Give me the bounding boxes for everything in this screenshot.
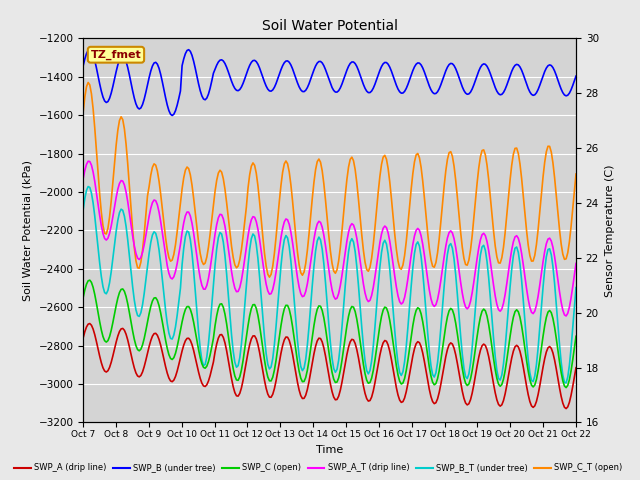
SWP_A_T (drip line) [563, 313, 570, 319]
SWP_C (open) [86, 277, 93, 283]
SWP_A (drip line) [79, 335, 87, 341]
SWP_A (drip line) [372, 371, 380, 376]
SWP_C (open) [497, 384, 504, 389]
SWP_A_T (drip line) [383, 225, 390, 230]
SWP_C (open) [383, 305, 390, 311]
SWP_A (drip line) [527, 403, 535, 409]
SWP_C_T (open) [79, 109, 87, 115]
SWP_C (open) [563, 385, 570, 391]
SWP_A_T (drip line) [372, 263, 380, 268]
SWP_A (drip line) [497, 403, 504, 409]
SWP_B (under tree) [79, 63, 87, 69]
SWP_C_T (open) [266, 274, 273, 280]
SWP_A (drip line) [81, 329, 89, 335]
SWP_C (open) [81, 287, 89, 293]
SWP_C_T (open) [84, 80, 92, 85]
SWP_C (open) [372, 346, 380, 351]
SWP_C (open) [374, 334, 382, 339]
SWP_B (under tree) [86, 47, 93, 52]
Line: SWP_A_T (drip line): SWP_A_T (drip line) [83, 161, 576, 316]
SWP_B (under tree) [498, 92, 506, 97]
SWP_B_T (under tree) [563, 380, 570, 386]
SWP_B_T (under tree) [372, 304, 380, 310]
SWP_B (under tree) [376, 68, 384, 73]
SWP_A (drip line) [86, 321, 93, 326]
Line: SWP_C_T (open): SWP_C_T (open) [83, 83, 576, 277]
SWP_A (drip line) [383, 338, 390, 344]
SWP_C_T (open) [384, 166, 392, 171]
SWP_A_T (drip line) [81, 168, 89, 173]
Line: SWP_B_T (under tree): SWP_B_T (under tree) [83, 187, 576, 383]
SWP_A_T (drip line) [84, 158, 92, 164]
SWP_B (under tree) [81, 56, 89, 62]
SWP_A_T (drip line) [79, 176, 87, 181]
SWP_C_T (open) [572, 171, 580, 177]
SWP_B_T (under tree) [497, 377, 504, 383]
Y-axis label: Soil Water Potential (kPa): Soil Water Potential (kPa) [23, 160, 33, 301]
SWP_B_T (under tree) [84, 184, 92, 190]
SWP_C (open) [79, 294, 87, 300]
SWP_A (drip line) [563, 406, 570, 411]
Y-axis label: Sensor Temperature (C): Sensor Temperature (C) [605, 164, 614, 297]
SWP_B_T (under tree) [572, 285, 580, 290]
SWP_B (under tree) [374, 72, 382, 78]
X-axis label: Time: Time [316, 444, 343, 455]
SWP_B_T (under tree) [79, 207, 87, 213]
SWP_C (open) [572, 334, 580, 339]
SWP_B_T (under tree) [81, 195, 89, 201]
Line: SWP_A (drip line): SWP_A (drip line) [83, 324, 576, 408]
SWP_A (drip line) [374, 361, 382, 367]
SWP_C_T (open) [81, 94, 89, 100]
SWP_B (under tree) [572, 73, 580, 79]
Line: SWP_B (under tree): SWP_B (under tree) [83, 49, 576, 116]
Legend: SWP_A (drip line), SWP_B (under tree), SWP_C (open), SWP_A_T (drip line), SWP_B_: SWP_A (drip line), SWP_B (under tree), S… [11, 460, 626, 476]
SWP_C (open) [527, 382, 535, 388]
SWP_B (under tree) [529, 93, 537, 98]
SWP_A_T (drip line) [527, 310, 535, 315]
SWP_B (under tree) [384, 61, 392, 67]
SWP_A (drip line) [572, 365, 580, 371]
SWP_A_T (drip line) [497, 308, 504, 314]
Line: SWP_C (open): SWP_C (open) [83, 280, 576, 388]
SWP_C_T (open) [376, 174, 384, 180]
SWP_A_T (drip line) [374, 251, 382, 256]
SWP_C_T (open) [529, 258, 537, 264]
Title: Soil Water Potential: Soil Water Potential [262, 19, 397, 33]
Text: TZ_fmet: TZ_fmet [91, 49, 141, 60]
SWP_B_T (under tree) [527, 378, 535, 384]
SWP_C_T (open) [498, 255, 506, 261]
SWP_B_T (under tree) [383, 241, 390, 247]
SWP_A_T (drip line) [572, 261, 580, 266]
SWP_B_T (under tree) [374, 283, 382, 288]
SWP_C_T (open) [374, 189, 382, 195]
SWP_B (under tree) [168, 113, 176, 119]
